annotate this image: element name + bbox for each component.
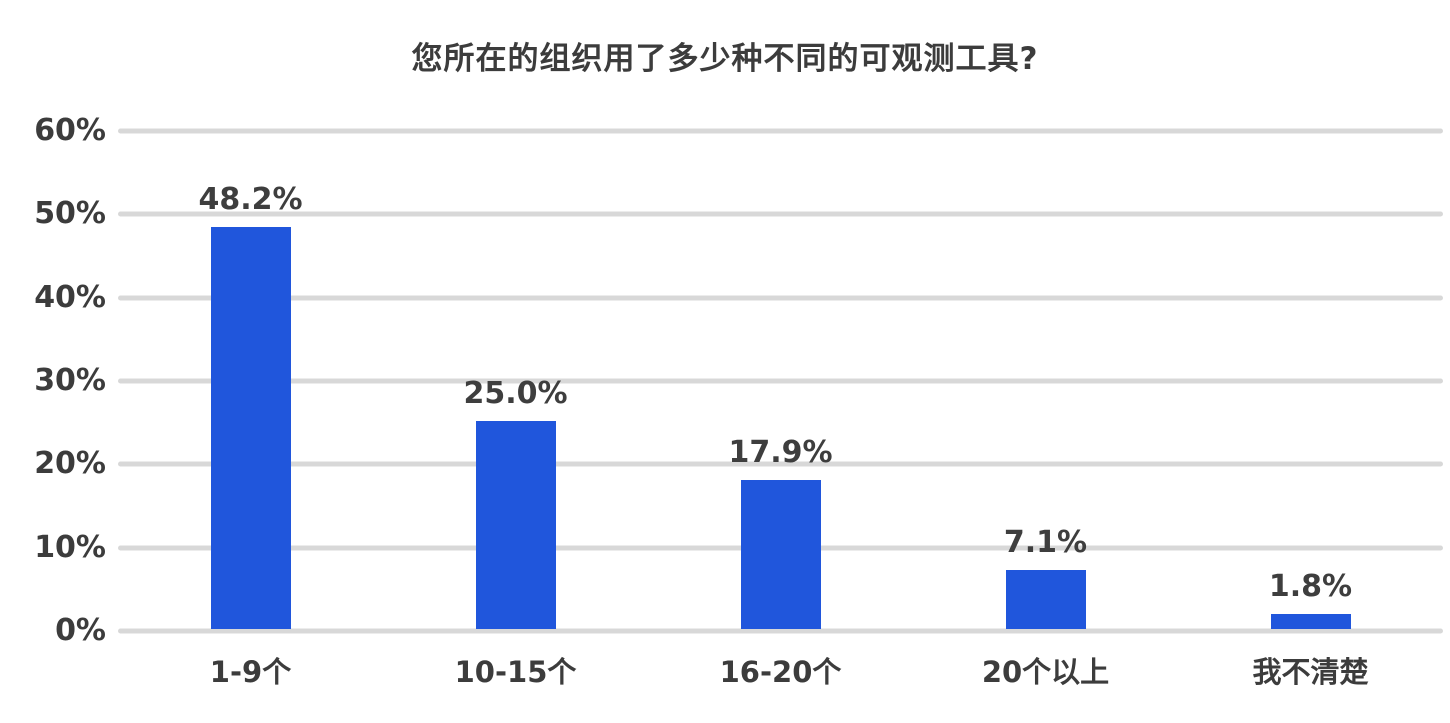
bar-16-20个 xyxy=(740,479,821,629)
y-axis: 0% 10% 20% 30% 40% 50% 60% xyxy=(0,116,106,646)
y-tick-label-60%: 60% xyxy=(34,113,106,148)
plot-area: 48.2% 25.0% 17.9% 7.1% 1.8% xyxy=(118,128,1443,634)
bar-我不清楚 xyxy=(1270,614,1351,629)
gridline-30% xyxy=(118,378,1443,384)
y-tick-label-20%: 20% xyxy=(34,446,106,482)
bar-value-label-16-20个: 17.9% xyxy=(728,434,833,470)
bar-20个以上 xyxy=(1005,569,1086,629)
x-tick-label-10-15个: 10-15个 xyxy=(454,655,577,689)
x-tick-label-我不清楚: 我不清楚 xyxy=(1252,655,1369,689)
y-tick-label-40%: 40% xyxy=(34,279,106,315)
chart-title: 您所在的组织用了多少种不同的可观测工具? xyxy=(411,41,1039,77)
bar-slot-2: 25.0% xyxy=(383,131,648,631)
y-tick-label-0%: 0% xyxy=(55,613,106,648)
bar-10-15个 xyxy=(475,420,556,629)
bar-value-label-10-15个: 25.0% xyxy=(463,375,568,411)
x-axis: 1-9个 10-15个 16-20个 20个以上 我不清楚 xyxy=(118,655,1443,690)
bar-value-label-20个以上: 7.1% xyxy=(1003,524,1088,560)
gridline-40% xyxy=(118,295,1443,301)
bar-slot-4: 7.1% xyxy=(913,131,1178,631)
gridline-50% xyxy=(118,211,1443,217)
bar-value-label-我不清楚: 1.8% xyxy=(1268,569,1353,604)
bar-slot-3: 17.9% xyxy=(648,131,913,631)
bar-1-9个 xyxy=(210,227,291,629)
y-tick-label-10%: 10% xyxy=(34,529,106,565)
y-tick-label-50%: 50% xyxy=(34,196,106,232)
x-tick-label-16-20个: 16-20个 xyxy=(719,655,842,689)
x-tick-label-20个以上: 20个以上 xyxy=(981,655,1110,689)
gridline-0% xyxy=(118,628,1443,634)
bar-slot-1: 48.2% xyxy=(118,131,383,631)
bars-row: 48.2% 25.0% 17.9% 7.1% 1.8% xyxy=(118,131,1443,631)
gridline-20% xyxy=(118,461,1443,467)
y-tick-label-30%: 30% xyxy=(34,363,106,398)
bar-slot-5: 1.8% xyxy=(1178,131,1443,631)
bar-value-label-1-9个: 48.2% xyxy=(198,182,303,218)
x-tick-label-1-9个: 1-9个 xyxy=(209,655,292,689)
gridline-60% xyxy=(118,128,1443,134)
